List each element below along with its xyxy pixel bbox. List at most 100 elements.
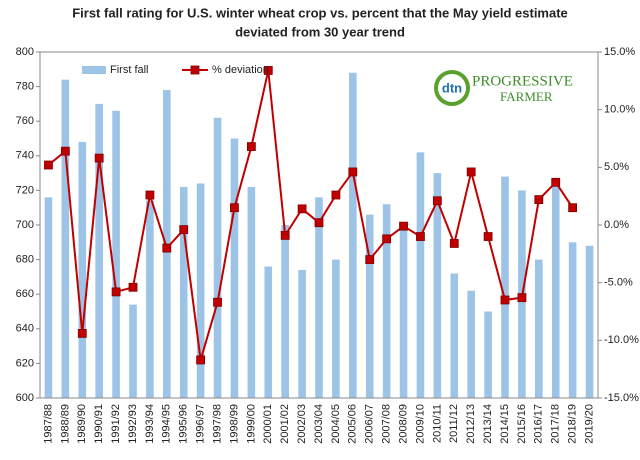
y2-tick-label: 0.0% [604, 219, 629, 231]
marker [230, 203, 239, 213]
bar [349, 72, 357, 398]
y-tick-label: 760 [16, 115, 34, 127]
x-tick-label: 2013/14 [482, 404, 494, 444]
x-tick-label: 2008/09 [397, 404, 409, 444]
bar [179, 186, 188, 398]
logo: dtn PROGRESSIVE FARMER [434, 70, 573, 106]
x-tick-label: 2018/19 [567, 404, 579, 444]
y-tick-label: 660 [16, 288, 34, 300]
legend-label: First fall [110, 64, 149, 76]
marker [77, 329, 87, 338]
marker [500, 295, 510, 305]
x-tick-label: 2009/10 [414, 404, 426, 444]
bar [61, 79, 70, 399]
marker [449, 239, 459, 248]
marker [348, 167, 358, 177]
y2-tick-label: -10.0% [604, 334, 639, 346]
bar [585, 245, 594, 398]
y2-tick-label: 15.0% [604, 46, 635, 58]
marker [568, 203, 578, 213]
y-tick-label: 720 [16, 184, 34, 196]
bar [129, 304, 137, 398]
bar [213, 117, 222, 399]
bar [382, 204, 391, 398]
x-tick-label: 1998/99 [228, 404, 240, 444]
bar [146, 200, 154, 398]
x-tick-label: 2014/15 [499, 404, 511, 444]
marker [246, 142, 256, 151]
chart-title: deviated from 30 year trend [235, 24, 405, 39]
y-tick-label: 680 [16, 254, 34, 266]
x-tick-label: 1993/94 [144, 404, 156, 444]
x-tick-label: 2012/13 [465, 404, 477, 444]
marker [196, 355, 206, 365]
y2-tick-label: 10.0% [604, 104, 635, 116]
bar [315, 197, 323, 398]
marker [365, 255, 375, 265]
y2-tick-label: -15.0% [604, 392, 639, 404]
x-tick-label: 2002/03 [296, 404, 308, 444]
x-tick-label: 2004/05 [330, 404, 342, 444]
y-tick-label: 740 [16, 150, 34, 162]
x-tick-label: 2011/12 [448, 404, 460, 443]
bar [568, 242, 577, 398]
bar [433, 173, 442, 398]
marker [128, 282, 138, 292]
chart-title: First fall rating for U.S. winter wheat … [72, 5, 568, 20]
x-tick-label: 2000/01 [262, 404, 274, 444]
x-tick-label: 1991/92 [110, 404, 122, 444]
legend-label: % deviation [212, 64, 269, 76]
bar [467, 290, 475, 398]
marker [213, 297, 222, 307]
bar [535, 259, 543, 398]
marker [44, 160, 53, 170]
marker [466, 167, 476, 177]
line [47, 70, 574, 361]
x-tick-label: 2016/17 [533, 404, 545, 444]
y2-tick-label: 5.0% [604, 161, 629, 173]
marker [382, 234, 392, 244]
y2-tick-label: -5.0% [604, 277, 633, 289]
bar [281, 225, 289, 398]
bar [450, 273, 459, 398]
x-tick-label: 2005/06 [347, 404, 359, 444]
y-tick-label: 640 [16, 323, 34, 335]
marker [551, 177, 561, 187]
x-tick-label: 1992/93 [127, 404, 139, 444]
marker [280, 230, 290, 240]
x-tick-label: 1990/91 [93, 404, 105, 444]
marker [60, 146, 70, 156]
y-tick-label: 600 [16, 392, 34, 404]
bar [44, 197, 53, 398]
bar [264, 266, 273, 398]
logo-ring [434, 70, 470, 106]
marker [94, 153, 104, 163]
bar [230, 138, 239, 398]
x-tick-label: 2003/04 [313, 404, 325, 444]
x-tick-label: 1996/97 [195, 404, 207, 444]
marker [432, 196, 442, 206]
x-tick-label: 1989/90 [76, 404, 88, 444]
x-tick-label: 2019/20 [583, 404, 595, 444]
x-tick-label: 2010/11 [431, 404, 443, 443]
bar [365, 214, 374, 398]
logo-text: PROGRESSIVE [472, 73, 573, 89]
bar [399, 228, 408, 398]
marker [416, 232, 425, 241]
legend-swatch [190, 65, 200, 75]
bar [551, 186, 560, 398]
marker [534, 195, 544, 205]
bar [247, 186, 256, 398]
bar [95, 103, 103, 399]
marker [263, 66, 273, 75]
x-tick-label: 2017/18 [550, 404, 562, 444]
bar [298, 269, 306, 398]
marker [111, 287, 121, 297]
x-tick-label: 1994/95 [161, 404, 173, 444]
x-tick-label: 2006/07 [364, 404, 376, 444]
marker [297, 204, 307, 214]
bar [484, 311, 492, 398]
bar [332, 259, 340, 398]
x-tick-label: 2007/08 [381, 404, 393, 444]
marker [145, 190, 155, 200]
